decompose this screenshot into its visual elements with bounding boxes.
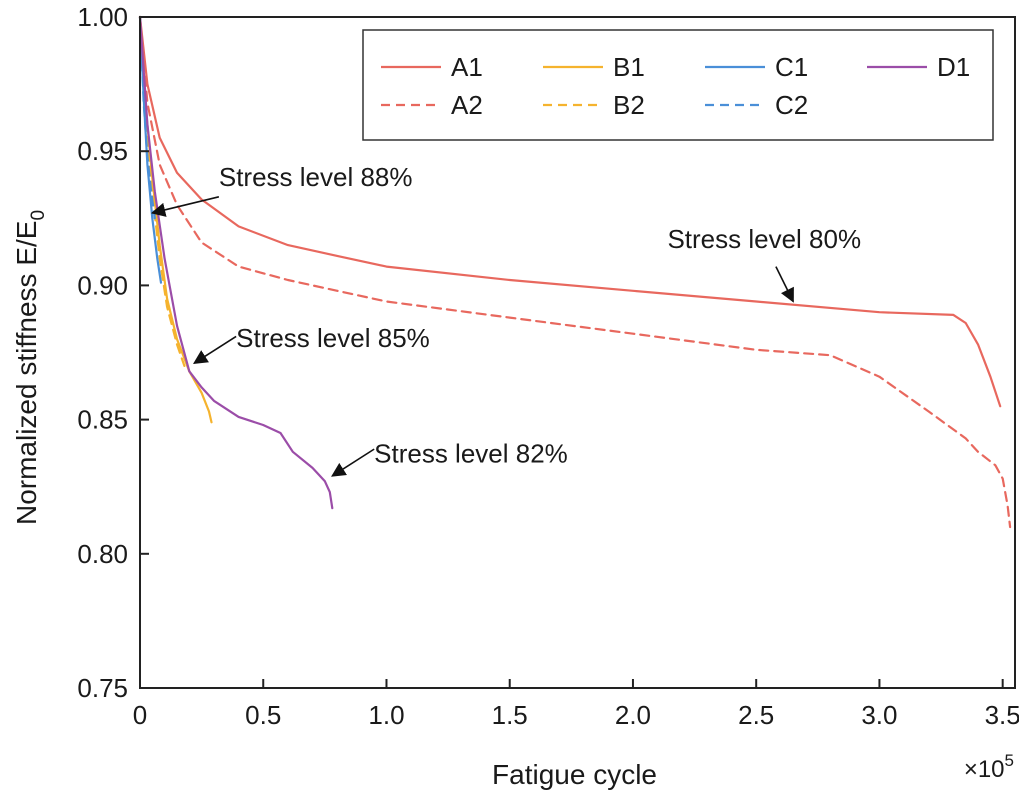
legend-label-b1: B1 <box>613 52 645 82</box>
y-tick-label: 0.85 <box>77 405 128 435</box>
annotation-arrow <box>150 196 220 217</box>
annotation-label: Stress level 82% <box>374 439 568 469</box>
legend-box <box>362 29 994 141</box>
y-tick-label: 0.95 <box>77 136 128 166</box>
legend-label-b2: B2 <box>613 90 645 120</box>
annotation-label: Stress level 88% <box>219 162 413 192</box>
annotations: Stress level 88% Stress level 80% Stress l… <box>150 162 861 477</box>
annotation-label: Stress level 80% <box>667 224 861 254</box>
x-tick-label: 0.5 <box>245 700 281 730</box>
legend-label-c1: C1 <box>775 52 808 82</box>
x-tick-label: 2.5 <box>738 700 774 730</box>
y-tick-label: 0.90 <box>77 270 128 300</box>
legend-label-c2: C2 <box>775 90 808 120</box>
x-tick-label: 1.0 <box>368 700 404 730</box>
x-axis-ticks: 0 0.5 1.0 1.5 2.0 2.5 3.0 3.5 <box>133 679 1019 730</box>
y-axis-title-subscript: 0 <box>28 210 49 221</box>
x-tick-label: 3.0 <box>861 700 897 730</box>
legend: A1 B1 C1 D1 A2 B2 C2 <box>362 29 994 141</box>
y-tick-label: 0.80 <box>77 539 128 569</box>
y-axis-ticks: 0.75 0.80 0.85 0.90 0.95 1.00 <box>77 2 149 703</box>
series-line-a2 <box>138 15 1012 529</box>
y-tick-label: 0.75 <box>77 673 128 703</box>
x-tick-label: 0 <box>133 700 147 730</box>
x-tick-label: 2.0 <box>615 700 651 730</box>
legend-label-d1: D1 <box>937 52 970 82</box>
legend-label-a2: A2 <box>451 90 483 120</box>
annotation-arrow <box>775 266 794 303</box>
annotation-label: Stress level 85% <box>236 323 430 353</box>
plot-frame <box>139 16 1016 689</box>
series-line-d1 <box>138 15 334 510</box>
x-axis-title: Fatigue cycle <box>492 759 657 790</box>
x-axis-scale-note: ×105 <box>964 751 1014 783</box>
series-line-b1 <box>138 15 213 424</box>
annotation-arrow <box>331 448 375 477</box>
legend-label-a1: A1 <box>451 52 483 82</box>
x-axis-scale-exponent: 5 <box>1005 751 1014 770</box>
annotation-arrow <box>193 335 237 365</box>
series-line-a1 <box>138 15 1002 408</box>
x-axis-scale-base: ×10 <box>964 756 1005 783</box>
y-axis-title: Normalized stiffness E/E0 <box>11 210 49 525</box>
x-tick-label: 3.5 <box>985 700 1019 730</box>
plot-marks <box>138 15 1012 529</box>
y-axis-title-main: Normalized stiffness E/E <box>11 221 42 526</box>
series-line-c2 <box>138 15 156 220</box>
y-tick-label: 1.00 <box>77 2 128 32</box>
x-tick-label: 1.5 <box>492 700 528 730</box>
